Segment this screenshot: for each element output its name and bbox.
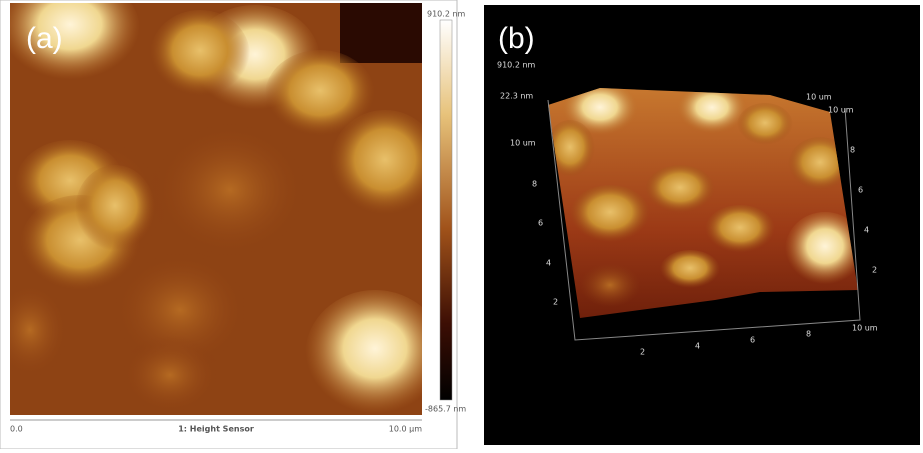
bottom-tick: 4 — [695, 342, 700, 351]
top-label: 10 um — [828, 106, 854, 115]
right-tick: 8 — [850, 146, 855, 155]
bottom-tick: 2 — [640, 348, 645, 357]
left-tick: 8 — [532, 180, 537, 189]
left-tick: 4 — [546, 259, 551, 268]
axis-start: 0.0 — [10, 425, 23, 434]
z-max: 910.2 nm — [497, 61, 536, 70]
axis-end: 10.0 µm — [389, 425, 422, 434]
bottom-tick: 6 — [750, 336, 755, 345]
left-tick: 2 — [553, 298, 558, 307]
top-label: 10 um — [806, 93, 832, 102]
colorbar-max: 910.2 nm — [427, 10, 466, 19]
panel-label: (b) — [498, 22, 535, 55]
height-map — [0, 0, 445, 420]
figure: 910.2 nm -865.7 nm 0.0 1: Height Sensor … — [0, 0, 923, 449]
right-tick: 4 — [864, 226, 869, 235]
z-top: 22.3 nm — [500, 92, 533, 101]
left-tick: 6 — [538, 219, 543, 228]
bottom-tick: 8 — [806, 330, 811, 339]
right-tick: 2 — [872, 266, 877, 275]
bottom-tick: 10 um — [852, 324, 878, 333]
colorbar-min: -865.7 nm — [425, 405, 466, 414]
surface-3d — [540, 82, 865, 325]
right-tick: 6 — [858, 186, 863, 195]
axis-title: 1: Height Sensor — [178, 425, 254, 434]
colorbar — [440, 20, 452, 400]
panel-label: (a) — [26, 22, 63, 55]
left-tick: 10 um — [510, 139, 536, 148]
